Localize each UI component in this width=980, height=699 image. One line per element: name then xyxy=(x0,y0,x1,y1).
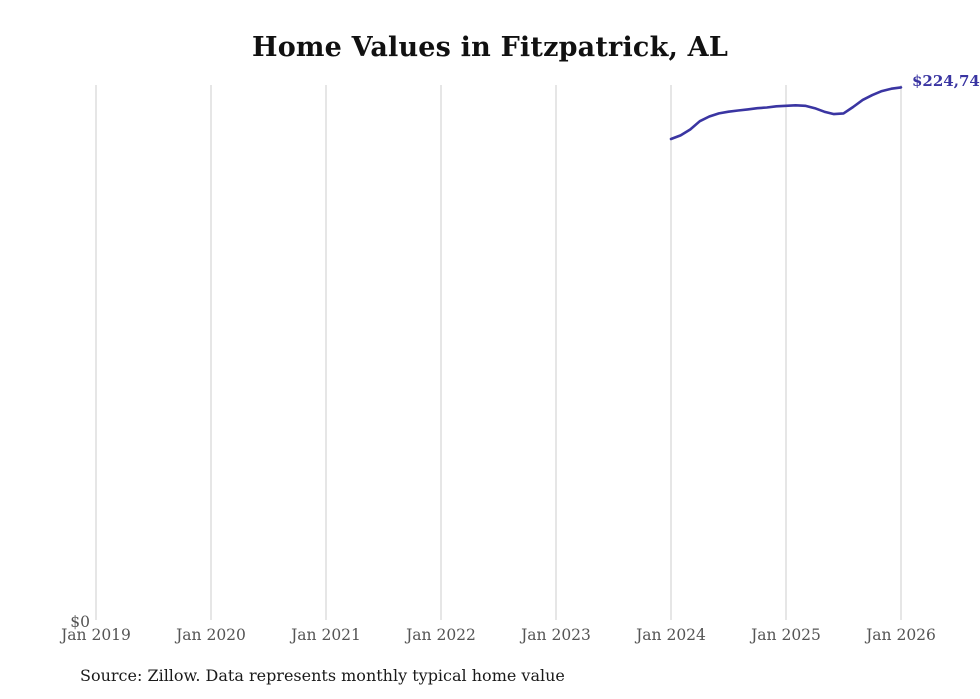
home-value-line-series xyxy=(669,86,903,141)
x-axis-tick-label: Jan 2019 xyxy=(59,626,131,644)
x-axis-tick-label: Jan 2023 xyxy=(519,626,591,644)
source-note: Source: Zillow. Data represents monthly … xyxy=(80,666,565,685)
x-axis-tick-label: Jan 2021 xyxy=(289,626,361,644)
latest-value-label: $224,746 xyxy=(912,72,980,90)
x-axis-tick-label: Jan 2024 xyxy=(634,626,706,644)
chart-title: Home Values in Fitzpatrick, AL xyxy=(251,32,729,63)
x-axis-tick-label: Jan 2026 xyxy=(864,626,936,644)
x-axis-tick-label: Jan 2025 xyxy=(749,626,821,644)
y-axis-tick-label: $0 xyxy=(70,613,90,631)
x-axis-tick-label: Jan 2020 xyxy=(174,626,246,644)
x-axis-tick-label: Jan 2022 xyxy=(404,626,476,644)
